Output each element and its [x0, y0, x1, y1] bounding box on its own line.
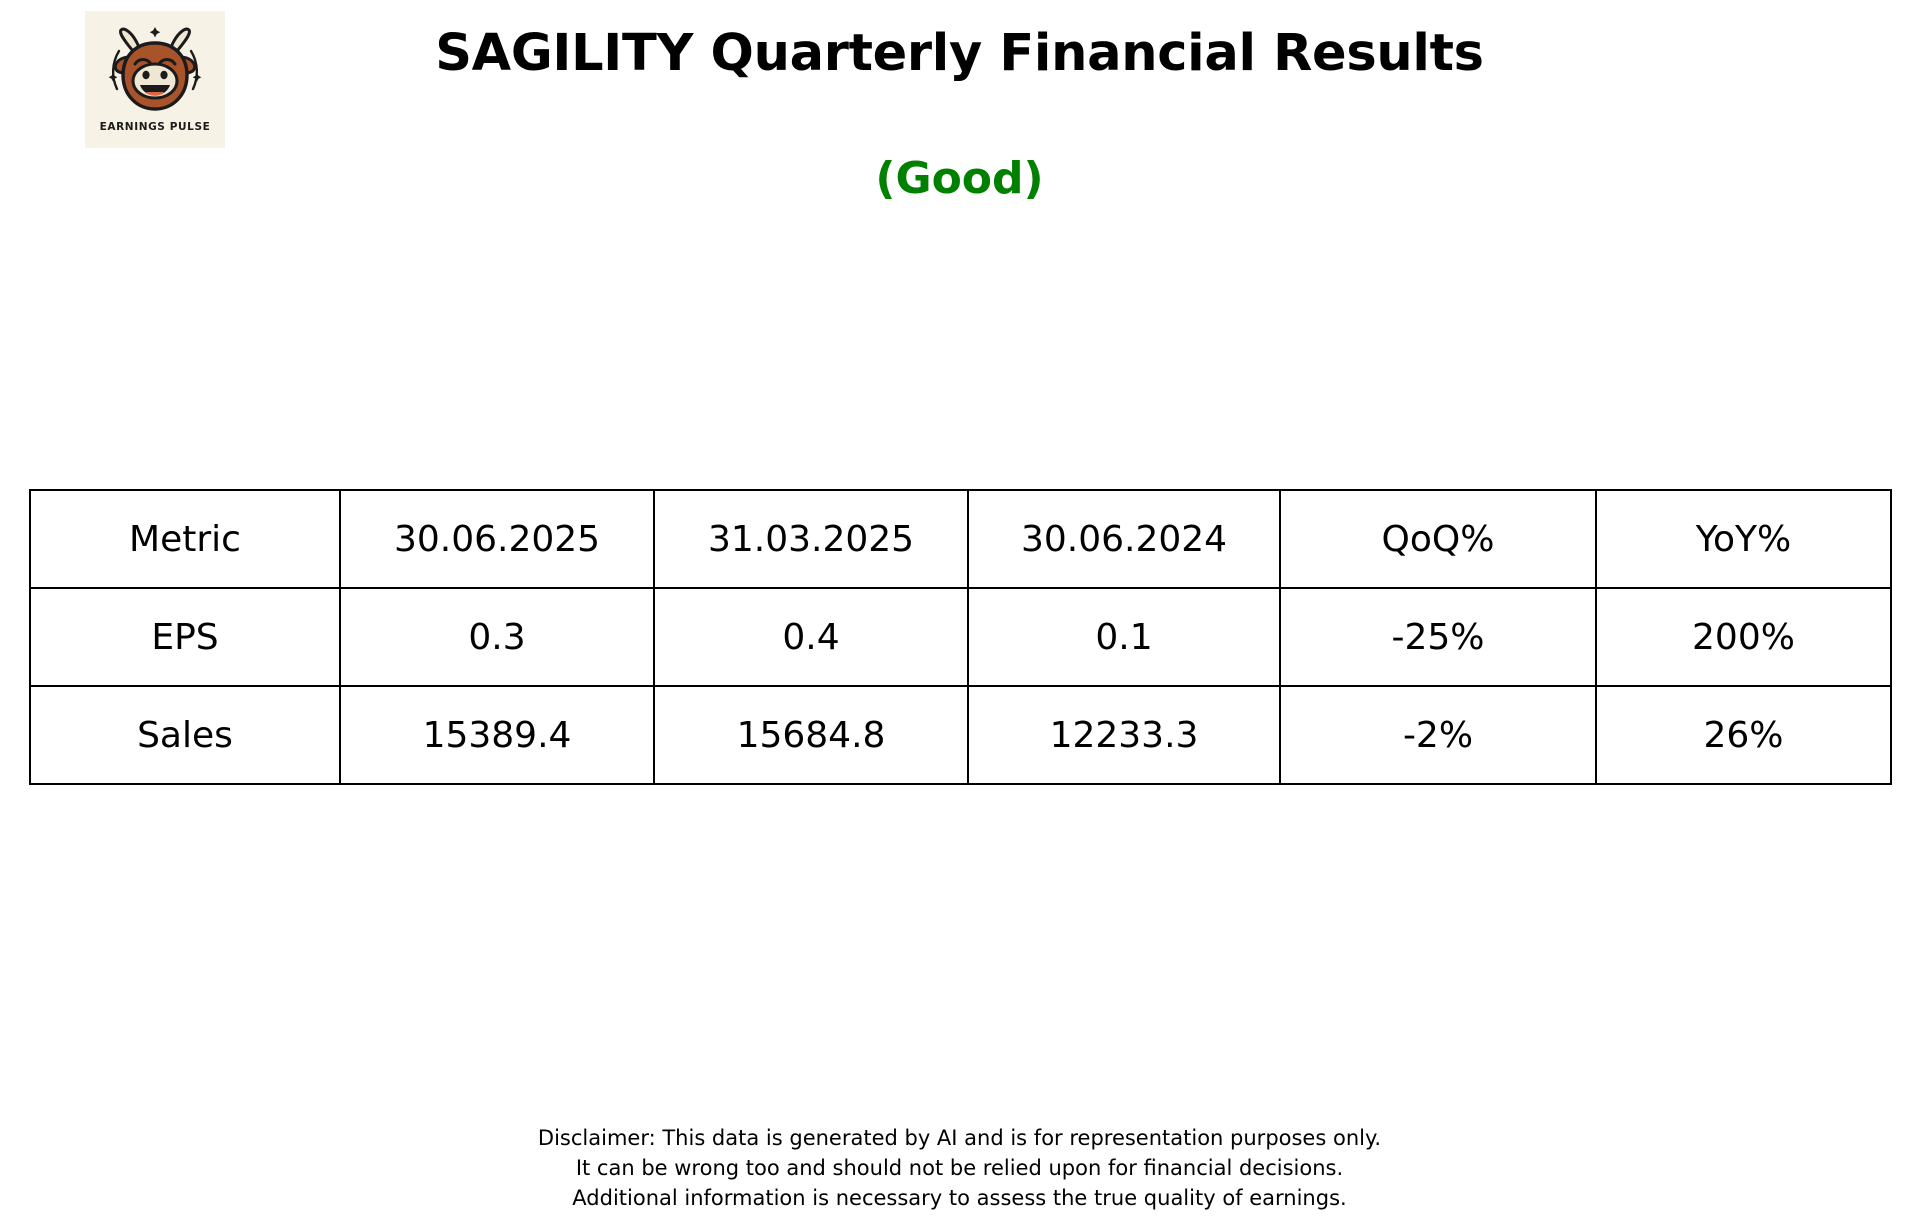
- financial-results-table: Metric 30.06.2025 31.03.2025 30.06.2024 …: [29, 489, 1892, 785]
- cell-eps-prev-year: 0.1: [967, 587, 1281, 687]
- cell-sales-current: 15389.4: [339, 685, 655, 785]
- brand-logo: EARNINGS PULSE: [85, 11, 225, 148]
- cell-sales-prev-year: 12233.3: [967, 685, 1281, 785]
- cell-sales-prev-quarter: 15684.8: [653, 685, 969, 785]
- disclaimer-line-3: Additional information is necessary to a…: [572, 1185, 1347, 1210]
- table-row: Sales 15389.4 15684.8 12233.3 -2% 26%: [29, 685, 1892, 785]
- page-title: SAGILITY Quarterly Financial Results: [435, 24, 1484, 83]
- financial-results-table-wrapper: Metric 30.06.2025 31.03.2025 30.06.2024 …: [29, 489, 1892, 785]
- brand-logo-caption: EARNINGS PULSE: [99, 121, 211, 133]
- column-header-date-2: 31.03.2025: [653, 489, 969, 589]
- cell-eps-prev-quarter: 0.4: [653, 587, 969, 687]
- cell-eps-yoy: 200%: [1595, 587, 1892, 687]
- table-header-row: Metric 30.06.2025 31.03.2025 30.06.2024 …: [29, 489, 1892, 589]
- verdict-subtitle: (Good): [875, 153, 1044, 204]
- disclaimer-line-2: It can be wrong too and should not be re…: [575, 1155, 1344, 1180]
- column-header-metric: Metric: [29, 489, 341, 589]
- disclaimer: Disclaimer: This data is generated by AI…: [0, 1124, 1919, 1213]
- cell-metric-sales: Sales: [29, 685, 341, 785]
- table-row: EPS 0.3 0.4 0.1 -25% 200%: [29, 587, 1892, 687]
- column-header-date-1: 30.06.2025: [339, 489, 655, 589]
- cell-eps-current: 0.3: [339, 587, 655, 687]
- column-header-qoq: QoQ%: [1279, 489, 1597, 589]
- cell-sales-yoy: 26%: [1595, 685, 1892, 785]
- cell-sales-qoq: -2%: [1279, 685, 1597, 785]
- column-header-date-3: 30.06.2024: [967, 489, 1281, 589]
- cell-eps-qoq: -25%: [1279, 587, 1597, 687]
- disclaimer-line-1: Disclaimer: This data is generated by AI…: [537, 1126, 1382, 1150]
- column-header-yoy: YoY%: [1595, 489, 1892, 589]
- bull-head-icon: [108, 27, 202, 111]
- cell-metric-eps: EPS: [29, 587, 341, 687]
